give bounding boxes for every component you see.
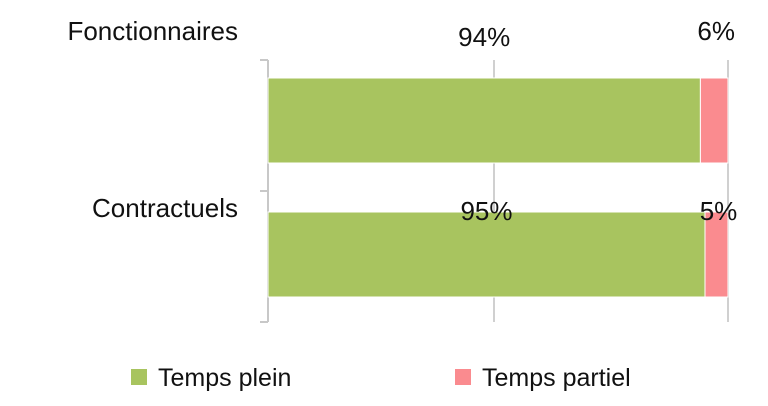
data-label-contractuels-temps-plein: 95% [460,196,512,226]
bar-contractuels-temps-partiel [704,211,729,298]
legend-swatch-temps-partiel [455,369,471,385]
legend-swatch-temps-plein [131,369,147,385]
data-label-fonctionnaires-temps-partiel: 6% [697,16,735,46]
legend-label-temps-partiel: Temps partiel [482,364,631,392]
legend-label-temps-plein: Temps plein [158,364,291,392]
bar-fonctionnaires-temps-plein [267,77,701,164]
data-label-fonctionnaires-temps-plein: 94% [458,22,510,52]
category-axis [260,59,269,323]
bars [267,77,729,298]
legend: Temps plein Temps partiel [131,364,631,392]
category-label-fonctionnaires: Fonctionnaires [67,16,238,46]
bar-contractuels-temps-plein [267,211,706,298]
labels: Fonctionnaires 94% 6% Contractuels 95% 5% [67,16,737,226]
category-label-contractuels: Contractuels [92,193,238,223]
bar-fonctionnaires-temps-partiel [699,77,729,164]
data-label-contractuels-temps-partiel: 5% [700,196,738,226]
